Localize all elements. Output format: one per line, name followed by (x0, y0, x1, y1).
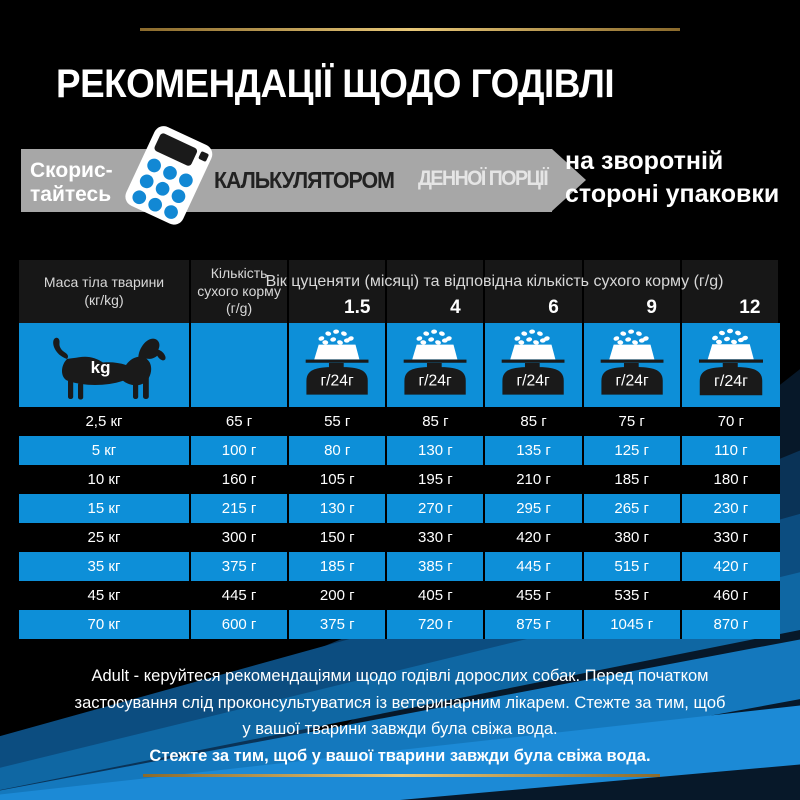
svg-text:г/24г: г/24г (321, 373, 355, 390)
svg-text:г/24г: г/24г (419, 373, 453, 390)
svg-text:г/24г: г/24г (517, 373, 551, 390)
svg-text:г/24г: г/24г (714, 373, 748, 390)
svg-text:г/24г: г/24г (615, 373, 649, 390)
